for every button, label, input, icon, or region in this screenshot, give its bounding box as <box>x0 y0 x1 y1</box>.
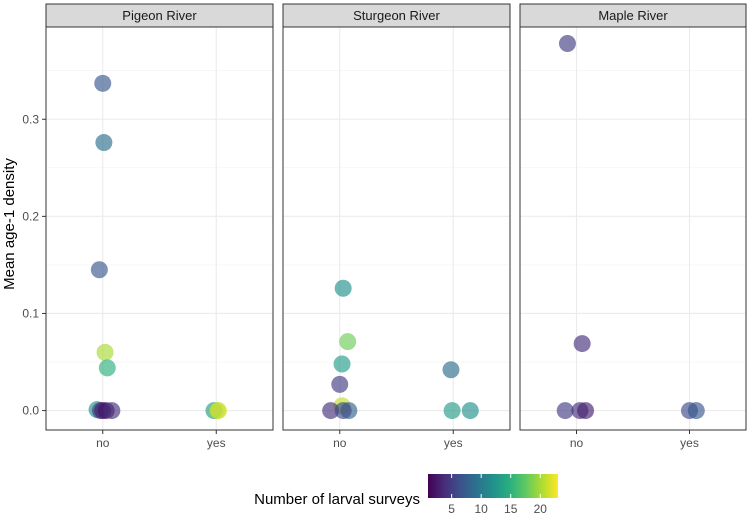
legend-title: Number of larval surveys <box>254 491 420 508</box>
y-axis-title: Mean age-1 density <box>1 158 18 290</box>
facet-panel-maple-river: Maple River no yes <box>519 3 747 450</box>
panel-background <box>520 27 746 430</box>
colorbar-tick-label: 5 <box>448 502 455 516</box>
data-point <box>90 261 108 279</box>
colorbar-tick-label: 15 <box>504 502 518 516</box>
data-point <box>558 35 576 53</box>
data-point <box>573 335 591 353</box>
facet-panel-pigeon-river: Pigeon River no yes <box>45 3 274 450</box>
data-point <box>333 355 351 373</box>
data-point <box>339 333 357 351</box>
facet-strip-label: Sturgeon River <box>353 8 440 23</box>
facet-panel-sturgeon-river: Sturgeon River no yes <box>282 3 511 450</box>
x-tick-label: no <box>333 436 347 450</box>
data-point <box>577 402 595 420</box>
data-point <box>210 402 228 420</box>
data-point <box>687 402 705 420</box>
panel-background <box>283 27 510 430</box>
data-point <box>322 402 340 420</box>
panel-border <box>45 26 274 431</box>
x-tick-label: no <box>96 436 110 450</box>
data-point <box>96 343 114 361</box>
y-tick-label: 0.2 <box>22 209 39 223</box>
panel-border <box>282 26 511 431</box>
data-point <box>461 402 479 420</box>
data-point <box>98 359 116 377</box>
data-point <box>95 134 113 152</box>
colorbar-tick-label: 20 <box>534 502 548 516</box>
y-axis: 0.0 0.1 0.2 0.3 <box>22 112 46 418</box>
panel-border <box>519 26 747 431</box>
data-point <box>331 375 349 393</box>
colorbar-legend: Number of larval surveys 5 10 15 20 <box>254 474 558 516</box>
y-tick-label: 0.1 <box>22 306 39 320</box>
data-point <box>442 361 460 379</box>
data-point <box>103 402 121 420</box>
y-tick-label: 0.3 <box>22 112 39 126</box>
data-point <box>556 402 574 420</box>
x-tick-label: yes <box>680 436 699 450</box>
data-point <box>94 74 112 92</box>
facet-strip-label: Pigeon River <box>122 8 197 23</box>
colorbar-tick-label: 10 <box>475 502 489 516</box>
x-tick-label: no <box>570 436 584 450</box>
data-point <box>334 279 352 297</box>
x-tick-label: yes <box>444 436 463 450</box>
data-point <box>443 402 461 420</box>
facet-strip-label: Maple River <box>598 8 668 23</box>
x-tick-label: yes <box>207 436 226 450</box>
data-point <box>334 402 352 420</box>
colorbar <box>428 474 558 498</box>
y-tick-label: 0.0 <box>22 404 39 418</box>
panel-background <box>46 27 273 430</box>
